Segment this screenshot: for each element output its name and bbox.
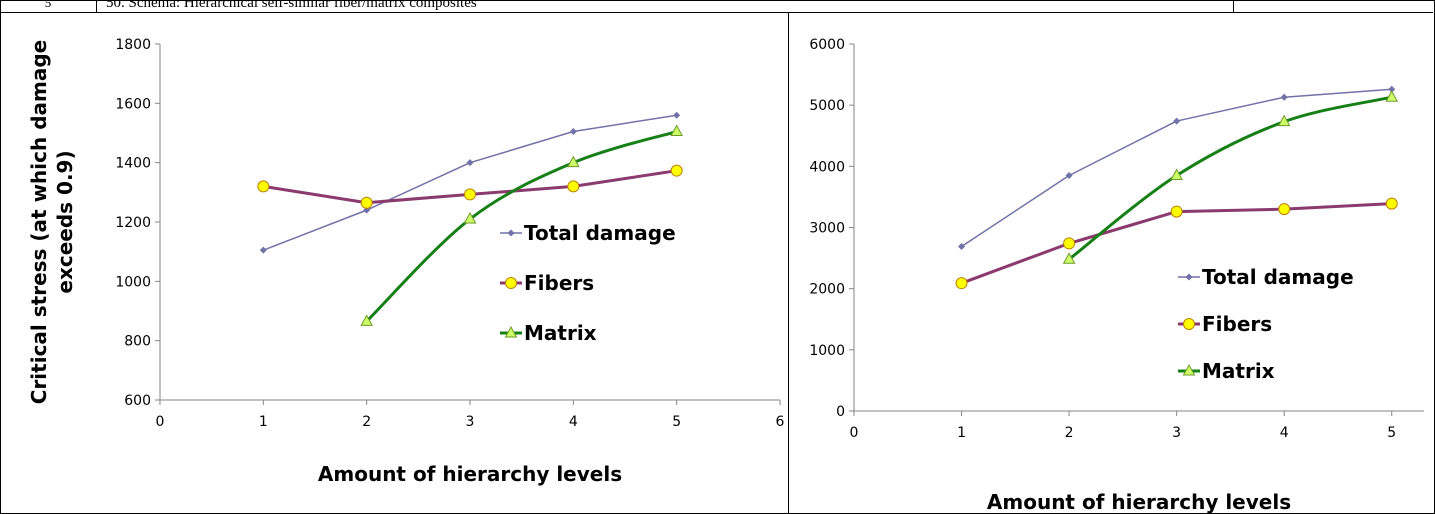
data-point-matrix (1277, 114, 1291, 127)
data-point-matrix (1062, 252, 1076, 264)
chart-left: 600 800 1000 1200 1400 1600 1800 0 1 2 3 4 5 6 Amount … (27, 37, 785, 486)
y-axis-label: Critical stress (at which damage (27, 40, 51, 404)
data-point-fibers (670, 164, 683, 177)
x-tick-label: 4 (569, 414, 578, 430)
y-tick-label: 0 (836, 404, 845, 420)
x-tick-label: 3 (1172, 425, 1181, 441)
legend-label-fibers: Fibers (1202, 312, 1272, 336)
data-point-total (466, 159, 474, 167)
y-tick-label: 5000 (809, 98, 845, 114)
y-tick-label: 600 (124, 393, 151, 409)
legend-marker-matrix (1182, 363, 1196, 376)
data-point-fibers (1170, 205, 1183, 218)
legend-label-total: Total damage (524, 221, 676, 245)
data-point-total (958, 242, 966, 250)
x-tick-label: 4 (1280, 425, 1289, 441)
data-point-total (569, 128, 577, 136)
x-tick-label: 2 (362, 414, 371, 430)
data-point-matrix (463, 211, 477, 224)
data-point-matrix (360, 314, 374, 326)
x-axis-label: Amount of hierarchy levels (987, 490, 1291, 513)
x-tick-label: 0 (850, 425, 859, 441)
series-line-matrix (1068, 95, 1393, 261)
data-point-total (673, 111, 681, 119)
y-tick-label: 1000 (809, 343, 845, 359)
data-point-fibers (257, 180, 270, 193)
legend-marker-matrix (504, 325, 518, 338)
data-point-fibers (1063, 237, 1076, 250)
x-tick-label: 6 (776, 414, 785, 430)
legend-marker-total (507, 229, 515, 237)
y-axis-label: exceeds 0.9) (53, 150, 77, 293)
chart-right: 0 1000 2000 3000 4000 5000 6000 0 1 2 3 4 5 Amount of… (809, 37, 1424, 513)
x-tick-label: 2 (1065, 425, 1074, 441)
data-point-total (1173, 117, 1181, 125)
data-point-fibers (567, 180, 580, 193)
table-header-row: 5 50. Schema: Hierarchical self-similar … (0, 0, 1433, 13)
y-tick-label: 800 (124, 334, 151, 350)
y-tick-label: 1800 (115, 37, 151, 53)
x-tick-label: 0 (156, 414, 165, 430)
x-tick-label: 3 (466, 414, 475, 430)
series-line-matrix (365, 130, 678, 323)
legend-marker-fibers (1183, 318, 1195, 330)
row-right-cell (1233, 0, 1234, 12)
data-point-matrix (1385, 90, 1399, 102)
panel-divider (788, 12, 789, 514)
x-tick-label: 1 (259, 414, 268, 430)
data-point-total (1388, 85, 1396, 93)
x-axis-label: Amount of hierarchy levels (318, 462, 622, 486)
y-tick-label: 6000 (809, 37, 845, 53)
legend-label-total: Total damage (1202, 265, 1354, 289)
data-point-fibers (1385, 197, 1398, 210)
y-tick-label: 1600 (115, 96, 151, 112)
data-point-total (1280, 93, 1288, 101)
y-tick-label: 1000 (115, 274, 151, 290)
y-tick-label: 3000 (809, 221, 845, 237)
row-title: 50. Schema: Hierarchical self-similar fi… (106, 0, 477, 11)
data-point-fibers (955, 277, 968, 290)
data-point-total (1065, 172, 1073, 180)
y-tick-label: 1200 (115, 215, 151, 231)
y-tick-label: 4000 (809, 159, 845, 175)
legend-marker-total (1185, 273, 1193, 281)
legend-label-fibers: Fibers (524, 271, 594, 295)
data-point-fibers (360, 196, 373, 209)
legend-label-matrix: Matrix (524, 321, 597, 345)
data-point-total (259, 246, 267, 254)
legend-marker-fibers (505, 277, 517, 289)
data-point-matrix (670, 124, 684, 137)
x-tick-label: 5 (1387, 425, 1396, 441)
x-tick-label: 5 (672, 414, 681, 430)
series-line-total (961, 88, 1392, 248)
row-number: 5 (0, 0, 97, 12)
y-tick-label: 1400 (115, 156, 151, 172)
data-point-matrix (1170, 168, 1183, 181)
data-point-fibers (464, 188, 476, 201)
y-tick-label: 2000 (809, 282, 845, 298)
legend-label-matrix: Matrix (1202, 359, 1275, 383)
data-point-fibers (1278, 203, 1291, 216)
x-tick-label: 1 (957, 425, 966, 441)
data-point-matrix (566, 155, 580, 168)
